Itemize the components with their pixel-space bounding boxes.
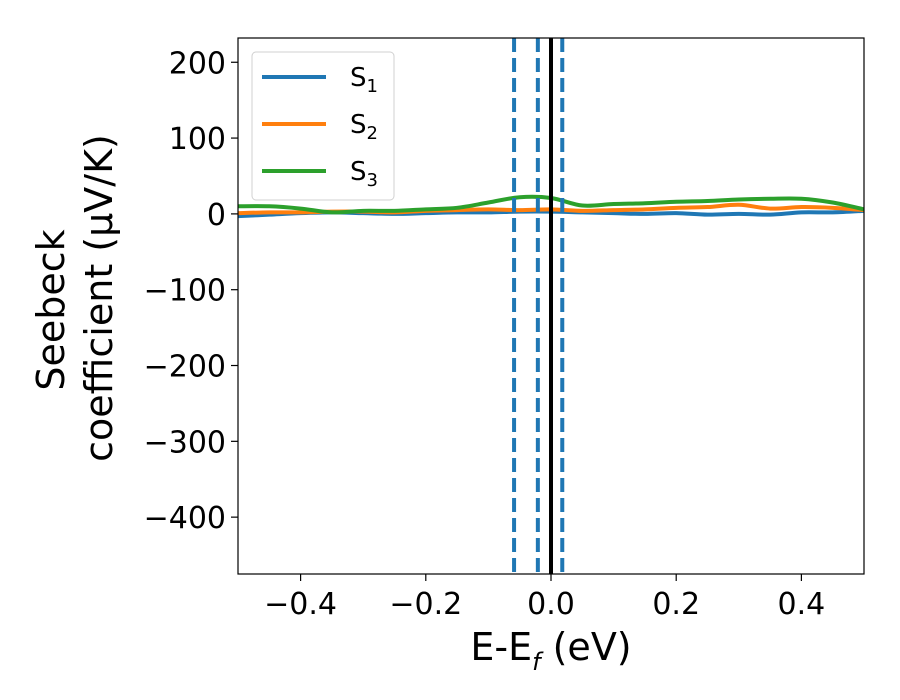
x-axis-title-unit: (eV) xyxy=(541,625,632,669)
legend: S1 S2 S3 xyxy=(251,51,395,201)
legend-label-1: S1 xyxy=(350,63,378,97)
y-tick-label: −400 xyxy=(144,501,226,536)
tick-layer: −0.4 −0.2 0.0 0.2 0.4 200 100 0 −100 −200 −300 −400 xyxy=(144,46,826,622)
y-tick-label: −300 xyxy=(144,425,226,460)
y-axis-title-line1: Seebeck xyxy=(29,229,73,390)
y-tick-label: −200 xyxy=(144,350,226,385)
y-tick-label: 200 xyxy=(169,46,226,81)
x-tick-label: 0.4 xyxy=(778,587,826,622)
y-axis-title-line2: coefficient (μV/K) xyxy=(77,134,121,462)
x-tick-label: 0.2 xyxy=(652,587,700,622)
y-tick-label: −100 xyxy=(144,274,226,309)
vline-layer xyxy=(512,38,565,574)
legend-label-3: S3 xyxy=(350,157,378,191)
x-tick-label: −0.2 xyxy=(389,587,462,622)
y-tick-label: 0 xyxy=(207,198,226,233)
x-axis-title: E-Ef (eV) xyxy=(470,625,631,676)
legend-items: S1 S2 S3 xyxy=(262,63,378,191)
y-tick-label: 100 xyxy=(169,122,226,157)
legend-label-2: S2 xyxy=(350,110,378,144)
x-tick-label: −0.4 xyxy=(264,587,337,622)
x-tick-label: 0.0 xyxy=(527,587,575,622)
